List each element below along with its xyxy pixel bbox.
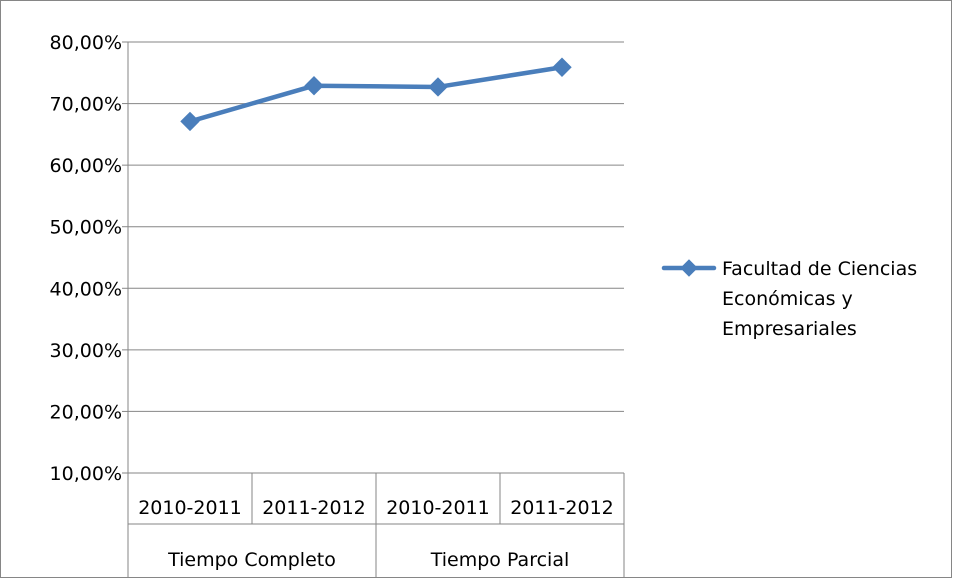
x-category-label: 2011-2012 xyxy=(262,497,366,519)
legend-label: Facultad de Ciencias xyxy=(722,258,917,280)
y-tick-label: 70,00% xyxy=(50,94,122,116)
legend: Facultad de Ciencias Económicas y Empresar… xyxy=(661,258,917,340)
axes xyxy=(122,41,625,578)
x-group-label: Tiempo Completo xyxy=(167,549,336,571)
legend-marker-swatch xyxy=(680,259,698,277)
legend-label: Económicas y xyxy=(722,288,853,310)
x-axis-category-labels: 2010-2011 2011-2012 2010-2011 2011-2012 Tiem… xyxy=(138,497,614,571)
x-category-label: 2010-2011 xyxy=(138,497,242,519)
y-tick-label: 10,00% xyxy=(50,463,122,485)
data-point-marker xyxy=(180,111,200,132)
series-line xyxy=(187,64,565,124)
y-tick-label: 80,00% xyxy=(50,32,122,54)
gridlines xyxy=(128,41,624,474)
data-point-marker xyxy=(304,76,324,96)
x-category-label: 2010-2011 xyxy=(386,497,490,519)
legend-label: Empresariales xyxy=(722,318,857,340)
y-tick-label: 30,00% xyxy=(50,340,122,362)
data-point-marker xyxy=(552,57,572,77)
y-tick-label: 40,00% xyxy=(50,278,122,300)
x-group-label: Tiempo Parcial xyxy=(430,549,570,571)
y-tick-label: 50,00% xyxy=(50,217,122,239)
series xyxy=(180,57,572,132)
y-tick-label: 60,00% xyxy=(50,155,122,177)
y-axis-tick-labels: 10,00% 20,00% 30,00% 40,00% 50,00% 60,00% 70,0… xyxy=(50,32,122,485)
x-category-label: 2011-2012 xyxy=(510,497,614,519)
data-point-marker xyxy=(428,77,448,97)
y-tick-label: 20,00% xyxy=(50,401,122,423)
